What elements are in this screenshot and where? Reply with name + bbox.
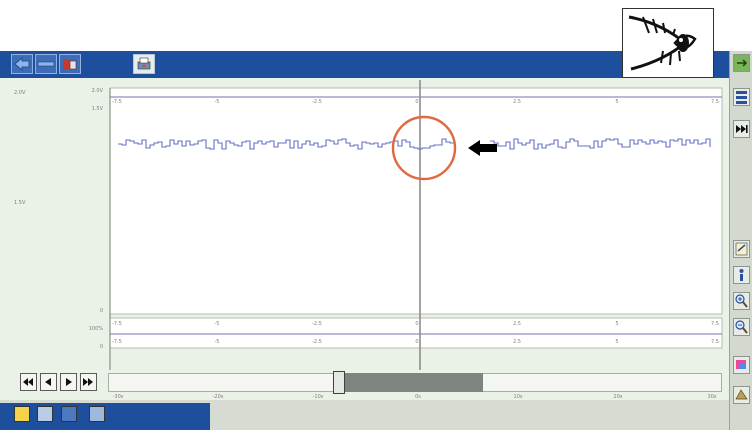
printer-icon (137, 57, 151, 70)
left-label: 1.5V (14, 200, 26, 206)
top-tick-label: -5 (215, 99, 220, 105)
menu-button[interactable] (733, 88, 750, 106)
top-tick-label: -2.5 (312, 99, 322, 105)
zoom-in-button[interactable] (733, 292, 750, 310)
left-label: 2.0V (14, 90, 26, 96)
lower-tick-label: 5 (615, 339, 618, 345)
left-axis-label: 100% (89, 326, 104, 332)
edit-button[interactable] (733, 240, 750, 258)
bottom-tick-label: 2.5 (513, 321, 521, 327)
pointer-arrow-icon (468, 140, 497, 156)
data-view-icon[interactable] (89, 406, 105, 422)
tools-button[interactable] (59, 54, 81, 74)
bottom-tick-label: 5 (615, 321, 618, 327)
graph-view-icon[interactable] (14, 406, 30, 422)
zoom-out-icon (735, 320, 748, 334)
bottom-tick-label: -7.5 (112, 321, 122, 327)
refresh-button[interactable] (733, 54, 750, 72)
highlight-circle (391, 115, 457, 181)
scroll-tick-label: -10s (313, 394, 324, 400)
lower-tick-label: -5 (215, 339, 220, 345)
bottom-tick-label: -2.5 (312, 321, 322, 327)
tick-marks: -7.5 -5 -2.5 0 2.5 5 7.5 -7.5 -5 -2.5 0 2.5 5 7.5 -7.5… (112, 99, 719, 345)
scroll-tick-label: 20s (614, 394, 623, 400)
next-button[interactable] (60, 373, 77, 391)
bottom-taskbar (0, 400, 752, 430)
info-icon (739, 269, 744, 281)
table-view-icon[interactable] (37, 406, 53, 422)
edit-icon (735, 242, 748, 256)
scroll-tick-label: -20s (213, 394, 224, 400)
top-tick-label: 2.5 (513, 99, 521, 105)
skip-end-button[interactable] (733, 120, 750, 138)
tools-icon (63, 59, 77, 70)
left-axis-label: 0 (100, 308, 103, 314)
skip-end-icon (736, 125, 748, 133)
forward-icon (37, 61, 55, 67)
zoom-out-button[interactable] (733, 318, 750, 336)
refresh-icon (737, 59, 748, 67)
bottom-tick-label: -5 (215, 321, 220, 327)
last-button[interactable] (80, 373, 97, 391)
misc-button[interactable] (733, 386, 750, 404)
forward-button[interactable] (35, 54, 57, 74)
step-back-icon (45, 378, 51, 386)
left-axis-label: 2.0V (92, 88, 104, 94)
previous-button[interactable] (40, 373, 57, 391)
lower-tick-label: 0 (415, 339, 418, 345)
lower-tick-label: -7.5 (112, 339, 122, 345)
zoom-in-icon (735, 294, 748, 308)
left-axis-label: 1.5V (92, 106, 104, 112)
lower-tick-label: 2.5 (513, 339, 521, 345)
lower-tick-label: 7.5 (711, 339, 719, 345)
back-icon (14, 57, 30, 71)
print-button[interactable] (133, 54, 155, 74)
back-button[interactable] (11, 54, 33, 74)
rewind-icon (23, 378, 33, 386)
left-axis-labels: 2.0V 1.5V 0 100% 0 (89, 88, 104, 350)
scroll-thumb[interactable] (333, 371, 345, 394)
top-tick-label: 0 (415, 99, 418, 105)
list-view-icon[interactable] (61, 406, 77, 422)
signal-trace (118, 138, 711, 150)
misc-icon (735, 389, 748, 400)
first-button[interactable] (20, 373, 37, 391)
scroll-tick-label: -30s (113, 394, 124, 400)
scroll-tick-label: 30s (708, 394, 717, 400)
eye-icon (622, 8, 714, 78)
scroll-axis: -30s -20s -10s 0s 10s 20s 30s (113, 394, 717, 400)
signal-graph[interactable]: -7.5 -5 -2.5 0 2.5 5 7.5 -7.5 -5 -2.5 0 2.5 5 7.5 -7.5… (0, 80, 724, 370)
left-axis-label: 0 (100, 344, 103, 350)
top-tick-label: 5 (615, 99, 618, 105)
visible-range[interactable] (333, 373, 483, 392)
info-button[interactable] (733, 266, 750, 284)
bottom-tick-label: 7.5 (711, 321, 719, 327)
top-tick-label: -7.5 (112, 99, 122, 105)
lower-tick-label: -2.5 (312, 339, 322, 345)
scroll-tick-label: 0s (415, 394, 421, 400)
top-tick-label: 7.5 (711, 99, 719, 105)
fast-forward-icon (83, 378, 93, 386)
play-icon (66, 378, 72, 386)
paint-icon (736, 360, 746, 369)
scroll-tick-label: 10s (514, 394, 523, 400)
menu-icon (736, 91, 747, 104)
paint-button[interactable] (733, 356, 750, 374)
bottom-tick-label: 0 (415, 321, 418, 327)
